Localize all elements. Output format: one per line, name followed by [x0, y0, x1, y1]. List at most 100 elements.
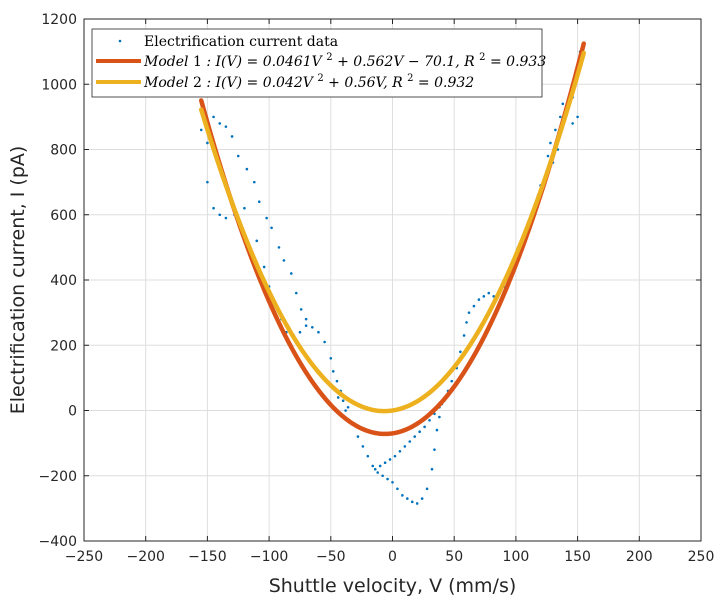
data-point: [391, 480, 394, 484]
y-tick-label: 200: [50, 338, 77, 354]
data-point: [477, 298, 481, 301]
data-point: [373, 467, 377, 471]
data-point: [199, 128, 203, 132]
data-point: [396, 487, 399, 491]
data-point: [236, 154, 240, 158]
data-point: [549, 141, 552, 145]
x-tick-label: 50: [445, 549, 463, 565]
data-point: [335, 379, 339, 383]
data-point: [428, 418, 431, 422]
data-point: [270, 226, 273, 230]
model1-curve: [198, 41, 587, 437]
y-tick-label: 800: [50, 143, 77, 159]
data-point: [487, 291, 491, 295]
data-point: [361, 445, 365, 448]
x-tick-label: 200: [626, 549, 653, 565]
x-tick-label: −200: [126, 549, 164, 565]
data-point: [415, 502, 419, 505]
data-point: [462, 334, 466, 337]
legend-model2-label: Model 2 : I(V) = 0.042V 2 + 0.56V, R 2 =…: [143, 69, 474, 91]
data-point: [561, 102, 565, 106]
data-point: [386, 477, 389, 481]
legend-model1-tail: = 0.933: [490, 54, 546, 70]
data-point: [344, 409, 347, 412]
legend-model2-tail: = 0.932: [418, 75, 474, 91]
x-tick-label: −150: [188, 549, 226, 565]
legend-model1-rest: + 0.562V − 70.1, R: [337, 54, 475, 70]
data-point: [317, 330, 320, 334]
legend[interactable]: Electrification current data Model 1 : I…: [91, 28, 546, 98]
data-point: [546, 154, 550, 158]
data-point: [218, 213, 222, 217]
data-point: [378, 464, 382, 468]
data-point: [245, 167, 249, 171]
data-point: [294, 291, 298, 295]
x-tick-label: −50: [316, 549, 346, 565]
data-point: [366, 454, 370, 458]
data-point: [406, 497, 409, 500]
data-point: [341, 399, 345, 403]
data-point: [472, 304, 476, 308]
y-tick-label: −200: [39, 469, 77, 485]
data-point: [212, 206, 215, 210]
data-point: [310, 326, 314, 329]
data-point: [224, 125, 228, 128]
data-point: [255, 239, 259, 243]
data-point: [408, 440, 412, 443]
data-point: [559, 115, 562, 119]
data-point: [346, 405, 350, 409]
x-axis-title: Shuttle velocity, V (mm/s): [269, 575, 517, 597]
data-point: [299, 308, 303, 311]
data-point: [336, 396, 340, 399]
legend-model2-formula: : I(V) = 0.042V: [206, 75, 314, 91]
data-point: [224, 216, 228, 220]
legend-data-marker: [118, 39, 122, 43]
legend-model1-r-power: 2: [479, 52, 485, 63]
data-point: [410, 500, 414, 504]
y-tick-label: 600: [50, 208, 77, 224]
x-tick-label: −250: [65, 549, 103, 565]
data-point: [388, 458, 392, 461]
data-point: [554, 128, 557, 132]
legend-model2-power: 2: [317, 73, 323, 84]
data-point: [218, 122, 222, 125]
x-tick-label: 0: [388, 549, 397, 565]
data-point: [435, 428, 439, 432]
data-point: [252, 180, 256, 184]
data-point: [230, 135, 234, 138]
data-point: [413, 435, 417, 438]
data-point: [304, 324, 308, 327]
data-point: [331, 370, 335, 373]
data-point: [290, 272, 293, 275]
data-point: [323, 340, 326, 344]
data-point: [257, 200, 261, 203]
data-point: [262, 265, 266, 269]
data-point: [371, 464, 375, 468]
legend-model2-index: 2: [193, 75, 202, 91]
data-point: [243, 206, 246, 210]
x-tick-label: 150: [564, 549, 591, 565]
data-point: [282, 259, 286, 262]
legend-model1-prefix: Model: [143, 54, 189, 70]
data-point: [383, 461, 387, 465]
data-point: [381, 474, 384, 478]
x-tick-label: 250: [688, 549, 715, 565]
data-point: [571, 122, 574, 125]
data-point: [418, 430, 421, 434]
data-point: [438, 415, 441, 419]
data-point: [420, 497, 424, 500]
data-point: [206, 180, 209, 184]
y-tick-label: 400: [50, 273, 77, 289]
data-point: [450, 379, 454, 383]
legend-model1-index: 1: [193, 54, 202, 70]
y-axis-title: Electrification current, I (pA): [7, 146, 29, 415]
data-point: [277, 246, 281, 249]
data-point: [430, 467, 434, 471]
data-point: [393, 454, 397, 458]
data-point: [401, 494, 404, 497]
data-point: [459, 350, 462, 354]
data-point: [212, 115, 215, 119]
